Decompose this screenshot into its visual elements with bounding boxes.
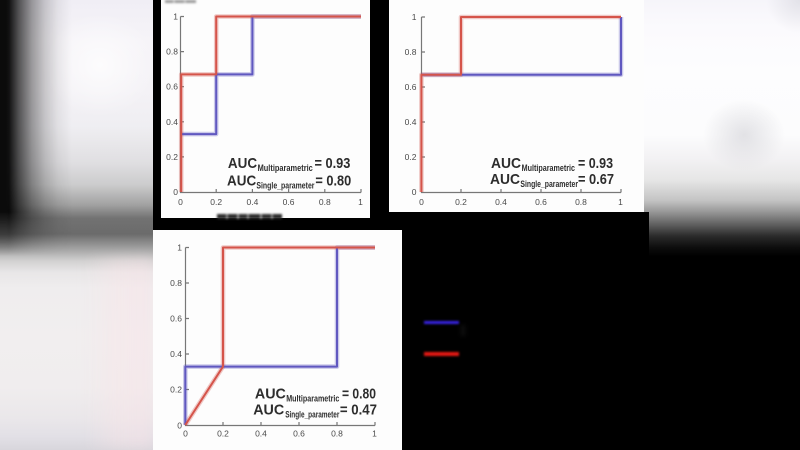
svg-text:= 0.67: = 0.67 [578,171,614,188]
svg-text:0.8: 0.8 [170,278,182,288]
svg-text:0.8: 0.8 [575,197,587,207]
svg-text:0: 0 [412,187,417,197]
svg-text:0.2: 0.2 [166,152,178,162]
svg-text:Single_parameter: Single_parameter [256,181,314,192]
svg-text:= 0.93: = 0.93 [315,155,351,172]
svg-text:0.6: 0.6 [405,82,417,92]
svg-text:= 0.80: = 0.80 [342,385,376,402]
svg-text:0.8: 0.8 [405,47,417,57]
svg-text:0: 0 [178,197,183,207]
svg-text:0: 0 [177,421,182,431]
svg-text:0.2: 0.2 [405,152,417,162]
svg-text:Multiparametric: Multiparametric [286,393,339,404]
svg-text:AUC: AUC [228,155,257,172]
svg-text:Multiparametric: Multiparametric [258,163,313,174]
svg-text:0.8: 0.8 [331,429,343,439]
svg-text:0.2: 0.2 [455,197,467,207]
svg-text:Single_parameter: Single_parameter [520,179,578,190]
svg-text:0: 0 [183,429,188,439]
svg-text:0.4: 0.4 [246,197,258,207]
svg-text:0.8: 0.8 [166,47,178,57]
svg-text:0.6: 0.6 [293,429,305,439]
svg-text:0.6: 0.6 [535,197,547,207]
svg-text:1: 1 [372,429,377,439]
svg-text:= 0.47: = 0.47 [340,401,377,418]
svg-text:1: 1 [618,197,623,207]
svg-text:1: 1 [412,12,417,22]
svg-text:Single_parameter: Single_parameter [285,409,339,420]
svg-text:1: 1 [177,243,182,253]
svg-text:0.8: 0.8 [319,197,331,207]
svg-text:0.2: 0.2 [210,197,222,207]
svg-text:AUC: AUC [491,155,521,172]
svg-text:0.4: 0.4 [495,197,507,207]
svg-text:AUC: AUC [255,385,286,402]
svg-text:= 0.80: = 0.80 [315,173,351,190]
svg-text:0: 0 [173,187,178,197]
svg-text:0: 0 [419,197,424,207]
svg-text:0.4: 0.4 [255,429,267,439]
svg-text:0.6: 0.6 [166,82,178,92]
svg-text:0.2: 0.2 [217,429,229,439]
svg-text:AUC: AUC [227,173,256,190]
svg-text:AUC: AUC [253,401,284,418]
svg-text:1: 1 [358,197,363,207]
svg-text:0.2: 0.2 [170,385,182,395]
svg-text:0.6: 0.6 [170,314,182,324]
svg-text:1: 1 [173,12,178,22]
svg-text:AUC: AUC [490,171,520,188]
svg-text:Multiparametric: Multiparametric [522,163,575,174]
svg-text:0.4: 0.4 [405,117,417,127]
svg-text:0.4: 0.4 [166,117,178,127]
svg-text:0.4: 0.4 [170,349,182,359]
svg-text:= 0.93: = 0.93 [578,155,613,172]
svg-text:0.6: 0.6 [283,197,295,207]
